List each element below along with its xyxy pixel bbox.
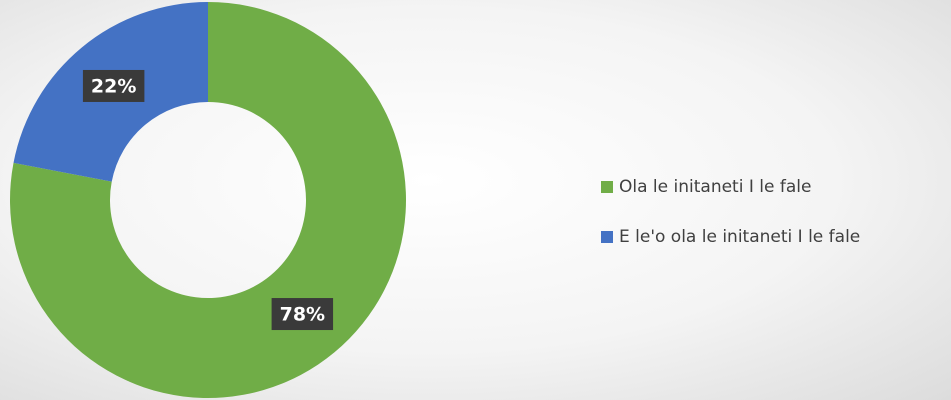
legend-label: E le'o ola le initaneti I le fale <box>619 227 860 247</box>
legend-swatch <box>601 181 613 193</box>
value-label: 78% <box>280 304 325 326</box>
value-label: 22% <box>91 75 136 97</box>
legend-swatch <box>601 231 613 243</box>
legend-label: Ola le initaneti I le fale <box>619 177 811 197</box>
value-label-box <box>271 298 334 331</box>
value-label-box <box>82 69 145 102</box>
